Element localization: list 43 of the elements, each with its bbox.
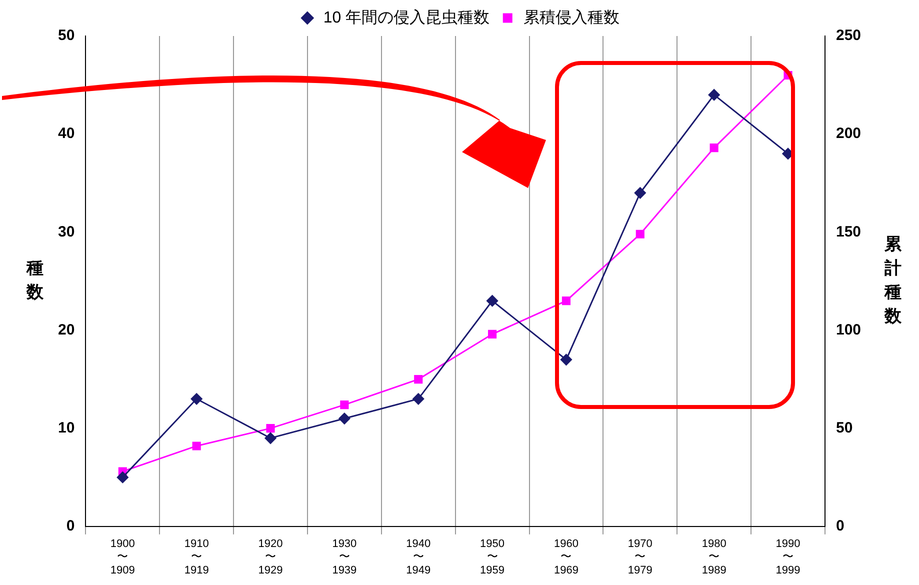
point: [192, 442, 201, 450]
x-tick-label: 1990 〜 1999: [776, 538, 800, 576]
x-tick-label: 1970 〜 1979: [628, 538, 652, 576]
point: [636, 230, 644, 238]
x-tick-label: 1960 〜 1969: [554, 538, 578, 576]
point: [414, 374, 423, 384]
y-tick-label: 10: [58, 419, 75, 436]
point: [560, 354, 572, 366]
y2-tick-label: 0: [836, 518, 844, 535]
x-tick-label: 1950 〜 1959: [480, 538, 505, 576]
y-tick-label: 40: [58, 125, 75, 142]
point: [634, 187, 646, 199]
y2-tick-label: 100: [836, 321, 862, 338]
point: [340, 400, 349, 410]
point: [264, 432, 276, 444]
point: [190, 393, 202, 405]
point: [486, 295, 498, 307]
point: [266, 424, 275, 433]
x-tick-label: 1920 〜 1929: [258, 538, 283, 576]
y2-tick-label: 250: [836, 27, 862, 44]
y-tick-label: 20: [58, 321, 75, 338]
point: [710, 144, 718, 152]
x-tick-label: 1980 〜 1989: [702, 538, 726, 576]
point: [116, 472, 128, 484]
x-tick-label: 1930 〜 1939: [332, 538, 357, 576]
point: [488, 330, 497, 338]
y-tick-label: 0: [66, 518, 75, 535]
point: [708, 89, 720, 101]
y-tick-label: 30: [58, 223, 75, 240]
y-axis-title: 種数: [26, 258, 44, 303]
y2-tick-label: 200: [836, 125, 862, 142]
y2-tick-label: 150: [836, 223, 862, 240]
x-tick-label: 1940 〜 1949: [406, 538, 431, 576]
x-tick-label: 1900 〜 1909: [110, 538, 135, 576]
y2-axis-title: 累計種数: [884, 234, 902, 327]
y-tick-label: 50: [58, 27, 75, 44]
point: [412, 393, 424, 405]
point: [338, 412, 350, 424]
legend-label: 10 年間の侵入昆虫種数: [323, 8, 490, 26]
point: [562, 296, 571, 306]
x-tick-label: 1910 〜 1919: [184, 538, 209, 576]
y2-tick-label: 50: [836, 419, 853, 436]
legend-label: 累積侵入種数: [524, 8, 620, 26]
